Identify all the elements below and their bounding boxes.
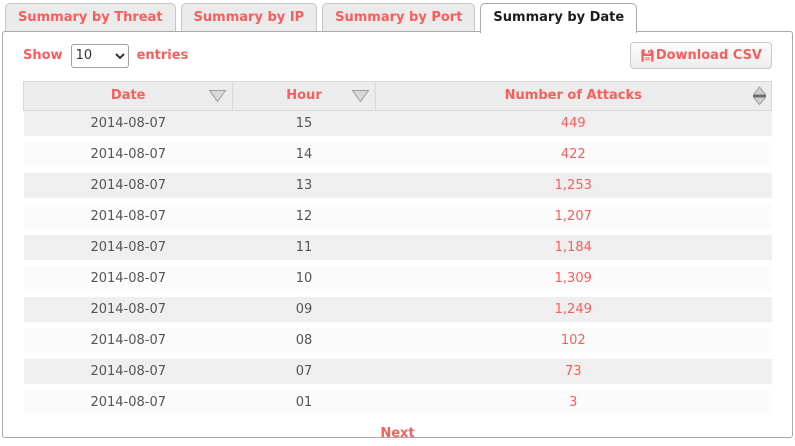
- attacks-cell: 449: [375, 110, 772, 142]
- date-cell: 2014-08-07: [23, 170, 233, 204]
- attacks-cell: 1,309: [375, 263, 772, 297]
- attacks-cell: 1,249: [375, 294, 772, 328]
- date-cell: 2014-08-07: [23, 110, 233, 142]
- tab-summary-by-port[interactable]: Summary by Port: [322, 3, 476, 31]
- table-row: 2014-08-07 15 449: [23, 110, 772, 142]
- hour-cell: 11: [232, 232, 376, 266]
- sort-down-icon[interactable]: [208, 90, 227, 103]
- hour-cell: 07: [232, 356, 376, 390]
- date-cell: 2014-08-07: [23, 294, 233, 328]
- download-csv-label: Download CSV: [655, 48, 762, 63]
- date-cell: 2014-08-07: [23, 232, 233, 266]
- date-cell: 2014-08-07: [23, 139, 233, 173]
- column-header-date[interactable]: Date: [22, 81, 234, 111]
- date-cell: 2014-08-07: [23, 387, 233, 421]
- hour-cell: 13: [232, 170, 376, 204]
- table-row: 2014-08-07 07 73: [23, 356, 772, 390]
- table-row: 2014-08-07 08 102: [23, 325, 772, 359]
- sort-down-icon[interactable]: [351, 90, 370, 103]
- sort-both-icon[interactable]: [752, 86, 767, 106]
- column-header-hour[interactable]: Hour: [232, 81, 376, 111]
- attacks-cell: 3: [375, 387, 772, 421]
- hour-cell: 09: [232, 294, 376, 328]
- column-label: Number of Attacks: [504, 88, 642, 103]
- attacks-cell: 1,207: [375, 201, 772, 235]
- table-row: 2014-08-07 12 1,207: [23, 201, 772, 235]
- column-label: Date: [110, 88, 146, 103]
- pagination-next-link[interactable]: Next: [380, 426, 415, 441]
- table-row: 2014-08-07 13 1,253: [23, 170, 772, 204]
- tab-summary-by-date[interactable]: Summary by Date: [480, 3, 638, 33]
- hour-cell: 15: [232, 110, 376, 142]
- table-row: 2014-08-07 10 1,309: [23, 263, 772, 297]
- table-controls: Show 10 entries Download CSV: [23, 42, 772, 69]
- attacks-cell: 1,184: [375, 232, 772, 266]
- download-csv-button[interactable]: Download CSV: [629, 42, 772, 69]
- show-label: Show: [23, 48, 63, 63]
- save-icon: [640, 48, 655, 63]
- column-label: Hour: [286, 88, 322, 103]
- hour-cell: 14: [232, 139, 376, 173]
- hour-cell: 01: [232, 387, 376, 421]
- summary-by-date-panel: Show 10 entries Download CSV Date H: [2, 31, 793, 441]
- attacks-cell: 102: [375, 325, 772, 359]
- entries-label: entries: [136, 48, 189, 63]
- table-row: 2014-08-07 09 1,249: [23, 294, 772, 328]
- table-row: 2014-08-07 11 1,184: [23, 232, 772, 266]
- table-body: 2014-08-07 15 449 2014-08-07 14 422 2014-08-07…: [23, 110, 772, 421]
- hour-cell: 12: [232, 201, 376, 235]
- table-header-row: Date Hour Number of Attacks: [22, 81, 773, 111]
- column-header-number-of-attacks[interactable]: Number of Attacks: [374, 81, 773, 111]
- show-entries-control: Show 10 entries: [23, 43, 189, 68]
- date-cell: 2014-08-07: [23, 325, 233, 359]
- date-cell: 2014-08-07: [23, 263, 233, 297]
- attacks-cell: 422: [375, 139, 772, 173]
- table-row: 2014-08-07 14 422: [23, 139, 772, 173]
- attacks-table: Date Hour Number of Attacks 2014-08-07 15 44…: [22, 81, 773, 421]
- hour-cell: 08: [232, 325, 376, 359]
- attacks-cell: 1,253: [375, 170, 772, 204]
- table-row: 2014-08-07 01 3: [23, 387, 772, 421]
- date-cell: 2014-08-07: [23, 201, 233, 235]
- hour-cell: 10: [232, 263, 376, 297]
- attacks-cell: 73: [375, 356, 772, 390]
- tab-bar: Summary by Threat Summary by IP Summary by…: [0, 0, 795, 33]
- tab-summary-by-threat[interactable]: Summary by Threat: [5, 3, 176, 31]
- tab-summary-by-ip[interactable]: Summary by IP: [180, 3, 318, 31]
- page-size-select[interactable]: 10: [70, 43, 129, 68]
- date-cell: 2014-08-07: [23, 356, 233, 390]
